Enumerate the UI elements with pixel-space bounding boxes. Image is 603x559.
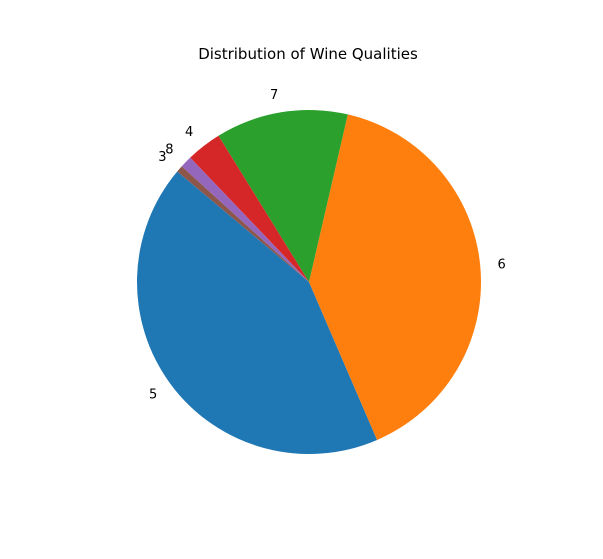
pie-label-3: 3 — [158, 150, 166, 165]
pie-label-5: 5 — [149, 387, 157, 402]
pie-label-4: 4 — [185, 125, 193, 140]
pie-slice-6 — [309, 114, 482, 440]
pie-slice-5 — [136, 171, 378, 455]
pie-labels: 5 6 7 483 — [149, 88, 506, 403]
chart-title: Distribution of Wine Qualities — [198, 45, 418, 63]
pie-label-7: 7 — [270, 88, 278, 103]
pie-slice-4 — [190, 135, 309, 282]
pie-slice-7 — [218, 109, 348, 282]
pie-slices — [136, 109, 482, 455]
pie-slice-8 — [181, 157, 309, 282]
pie-label-8: 8 — [165, 142, 173, 157]
pie-label-6: 6 — [497, 258, 505, 273]
pie-slice-3 — [177, 166, 309, 282]
